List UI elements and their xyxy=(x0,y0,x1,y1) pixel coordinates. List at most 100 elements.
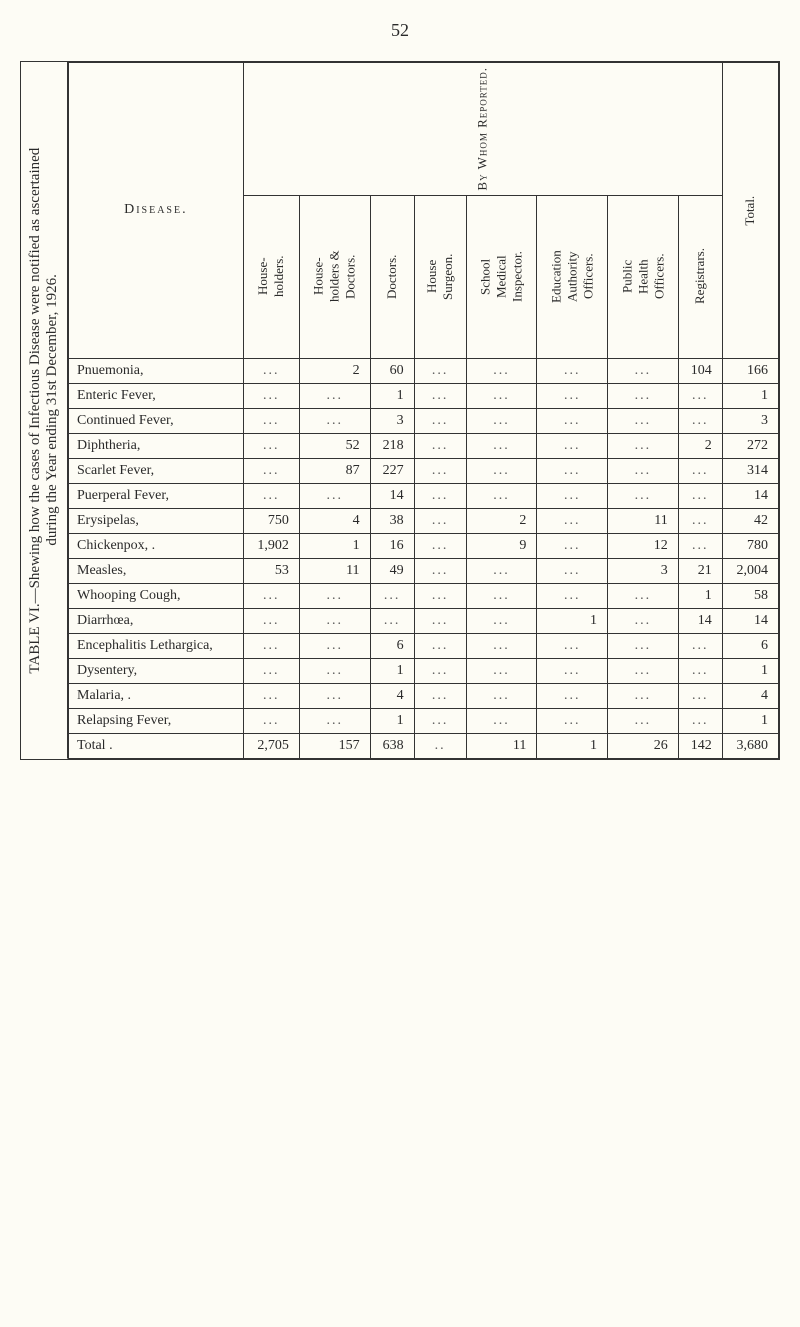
data-cell: ... xyxy=(299,483,370,508)
table-row: Continued Fever,......3...............3 xyxy=(69,408,779,433)
data-cell: ... xyxy=(299,383,370,408)
data-cell: ... xyxy=(678,683,722,708)
table-row: Whooping Cough,.....................158 xyxy=(69,583,779,608)
table-row: Pnuemonia,...260............104166 xyxy=(69,358,779,383)
data-cell: ... xyxy=(414,433,466,458)
data-cell: ... xyxy=(608,383,679,408)
data-cell: 780 xyxy=(722,533,778,558)
data-cell: 166 xyxy=(722,358,778,383)
data-cell: 1 xyxy=(370,658,414,683)
data-cell: ... xyxy=(608,633,679,658)
data-cell: ... xyxy=(466,408,537,433)
data-cell: ... xyxy=(608,408,679,433)
data-cell: ... xyxy=(466,358,537,383)
table-row: Puerperal Fever,......14...............1… xyxy=(69,483,779,508)
disease-label: Erysipelas, xyxy=(69,508,244,533)
total-cell: .. xyxy=(414,733,466,758)
data-cell: 2 xyxy=(299,358,370,383)
data-cell: 1 xyxy=(678,583,722,608)
disease-label: Scarlet Fever, xyxy=(69,458,244,483)
table-row: Diarrhœa,...............1...1414 xyxy=(69,608,779,633)
data-cell: ... xyxy=(299,683,370,708)
disease-label: Diphtheria, xyxy=(69,433,244,458)
data-cell: ... xyxy=(537,433,608,458)
data-cell: ... xyxy=(299,633,370,658)
table-row: Relapsing Fever,......1...............1 xyxy=(69,708,779,733)
data-cell: ... xyxy=(414,658,466,683)
data-cell: 1,902 xyxy=(243,533,299,558)
col-disease: Disease. xyxy=(69,63,244,359)
data-cell: ... xyxy=(678,633,722,658)
data-cell: ... xyxy=(414,383,466,408)
data-cell: ... xyxy=(537,383,608,408)
data-cell: ... xyxy=(608,358,679,383)
data-cell: ... xyxy=(537,633,608,658)
data-table: Disease. By Whom Reported. Total. House-… xyxy=(68,62,779,759)
data-cell: ... xyxy=(414,508,466,533)
total-cell: 142 xyxy=(678,733,722,758)
table-row: Erysipelas,750438...2...11...42 xyxy=(69,508,779,533)
data-cell: 87 xyxy=(299,458,370,483)
data-cell: ... xyxy=(414,533,466,558)
data-cell: 53 xyxy=(243,558,299,583)
col-registrars: Registrars. xyxy=(678,195,722,358)
data-cell: ... xyxy=(414,708,466,733)
data-cell: ... xyxy=(243,583,299,608)
data-cell: 1 xyxy=(537,608,608,633)
table-row: Encephalitis Lethargica,......6.........… xyxy=(69,633,779,658)
data-cell: ... xyxy=(537,358,608,383)
data-cell: 9 xyxy=(466,533,537,558)
data-cell: ... xyxy=(243,633,299,658)
data-cell: ... xyxy=(243,358,299,383)
data-cell: 2 xyxy=(466,508,537,533)
data-cell: ... xyxy=(243,408,299,433)
data-cell: ... xyxy=(414,358,466,383)
table-row: Enteric Fever,......1...............1 xyxy=(69,383,779,408)
data-cell: ... xyxy=(608,683,679,708)
disease-label: Chickenpox, . xyxy=(69,533,244,558)
data-cell: 16 xyxy=(370,533,414,558)
data-cell: ... xyxy=(299,608,370,633)
data-cell: 104 xyxy=(678,358,722,383)
data-cell: ... xyxy=(414,683,466,708)
data-cell: 1 xyxy=(722,658,778,683)
data-cell: ... xyxy=(608,433,679,458)
data-cell: ... xyxy=(537,483,608,508)
total-cell: 1 xyxy=(537,733,608,758)
table-caption: TABLE VI.—Shewing how the cases of Infec… xyxy=(21,62,68,759)
table-row: Dysentery,......1...............1 xyxy=(69,658,779,683)
data-cell: ... xyxy=(678,533,722,558)
data-cell: ... xyxy=(414,633,466,658)
data-cell: 12 xyxy=(608,533,679,558)
col-householders: House- holders. xyxy=(243,195,299,358)
data-cell: ... xyxy=(414,408,466,433)
data-cell: 6 xyxy=(722,633,778,658)
data-cell: ... xyxy=(537,533,608,558)
col-house-surgeon: House Surgeon. xyxy=(414,195,466,358)
data-cell: ... xyxy=(243,683,299,708)
data-cell: 58 xyxy=(722,583,778,608)
data-cell: ... xyxy=(678,458,722,483)
table-row: Diphtheria,...52218............2272 xyxy=(69,433,779,458)
data-cell: 52 xyxy=(299,433,370,458)
table-row: Measles,531149.........3212,004 xyxy=(69,558,779,583)
data-cell: 2,004 xyxy=(722,558,778,583)
data-cell: ... xyxy=(678,658,722,683)
data-cell: ... xyxy=(678,383,722,408)
data-cell: 4 xyxy=(299,508,370,533)
data-cell: 60 xyxy=(370,358,414,383)
data-cell: 11 xyxy=(608,508,679,533)
data-cell: ... xyxy=(414,458,466,483)
total-row: Total . 2,705 157 638 .. 11 1 26 142 3,6… xyxy=(69,733,779,758)
data-cell: ... xyxy=(243,658,299,683)
data-cell: ... xyxy=(414,583,466,608)
total-cell: 638 xyxy=(370,733,414,758)
data-cell: 3 xyxy=(608,558,679,583)
data-cell: 4 xyxy=(370,683,414,708)
data-cell: ... xyxy=(466,558,537,583)
col-group: By Whom Reported. xyxy=(243,63,722,196)
table-outer: TABLE VI.—Shewing how the cases of Infec… xyxy=(20,61,780,760)
total-cell: 2,705 xyxy=(243,733,299,758)
data-cell: 1 xyxy=(722,383,778,408)
data-cell: ... xyxy=(299,408,370,433)
